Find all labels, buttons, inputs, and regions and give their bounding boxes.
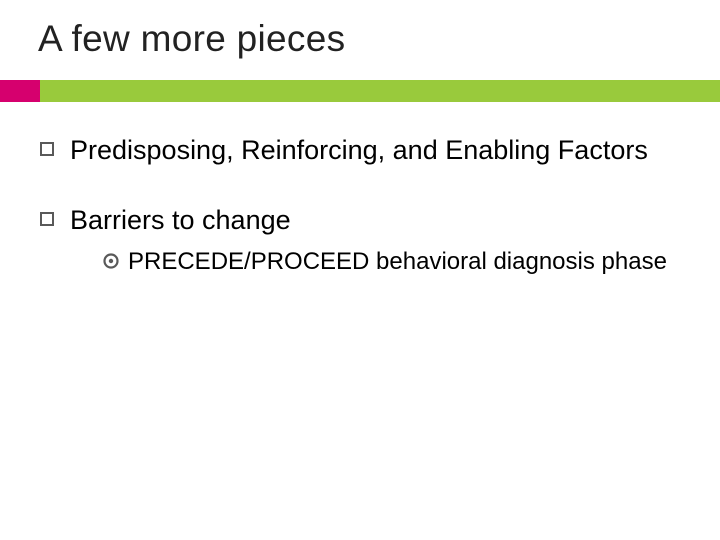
square-bullet-icon (40, 142, 54, 156)
content-area: Predisposing, Reinforcing, and Enabling … (0, 102, 720, 277)
title-area: A few more pieces (0, 0, 720, 60)
accent-bar (0, 80, 720, 102)
accent-bar-right (40, 80, 720, 102)
dot-bullet-icon (102, 252, 120, 270)
list-item: Barriers to change PRECEDE/PROCEED behav… (40, 204, 680, 277)
sub-list-item-text: PRECEDE/PROCEED behavioral diagnosis pha… (128, 246, 667, 277)
accent-bar-left (0, 80, 40, 102)
slide-title: A few more pieces (38, 18, 720, 60)
list-item-text: Predisposing, Reinforcing, and Enabling … (70, 134, 648, 168)
square-bullet-icon (40, 212, 54, 226)
list-item: Predisposing, Reinforcing, and Enabling … (40, 134, 680, 168)
list-item-text: Barriers to change (70, 204, 680, 238)
sub-list-item: PRECEDE/PROCEED behavioral diagnosis pha… (102, 246, 680, 277)
